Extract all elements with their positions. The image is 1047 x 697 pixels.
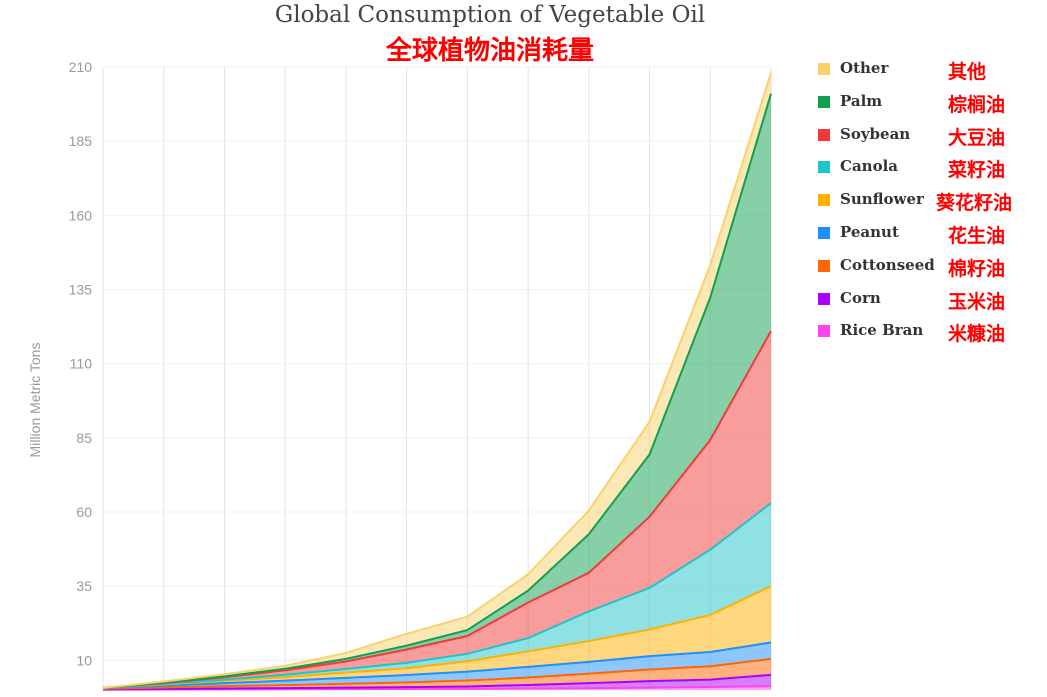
legend-label-chinese: 葵花籽油 bbox=[936, 192, 1013, 215]
area-soybean bbox=[103, 331, 771, 688]
legend-item-soybean: Soybean 大豆油 bbox=[818, 124, 1047, 149]
stacked-area-chart: 10 35 60 85 110 135 160 185 210 Million Metric T… bbox=[27, 59, 772, 691]
y-tick-label: 135 bbox=[69, 282, 93, 298]
legend-item-canola: Canola 菜籽油 bbox=[818, 156, 1047, 181]
y-axis-label: Million Metric Tons bbox=[27, 343, 43, 458]
legend-label: Other bbox=[840, 59, 889, 77]
legend-item-palm: Palm 棕榈油 bbox=[818, 91, 1047, 116]
legend-label-chinese: 棉籽油 bbox=[948, 257, 1006, 280]
legend-label: Rice Bran bbox=[840, 321, 924, 340]
line-canola bbox=[102, 502, 772, 689]
legend-label: Sunflower bbox=[840, 190, 924, 209]
legend-swatch bbox=[818, 227, 830, 239]
line-peanut bbox=[102, 641, 772, 690]
legend-swatch bbox=[818, 194, 830, 207]
legend-item-corn: Corn 玉米油 bbox=[818, 288, 1047, 313]
legend-item-cottonseed: Cottonseed 棉籽油 bbox=[818, 255, 1047, 280]
chart-title-chinese: 全球植物油消耗量 bbox=[385, 36, 594, 66]
series-lines bbox=[102, 72, 772, 691]
y-tick-label: 210 bbox=[69, 59, 93, 75]
legend-swatch bbox=[818, 128, 830, 141]
legend-label-chinese: 菜籽油 bbox=[948, 159, 1006, 182]
legend-swatch bbox=[818, 325, 830, 338]
legend-label: Soybean bbox=[840, 124, 911, 143]
y-tick-label: 10 bbox=[76, 652, 92, 668]
area-peanut bbox=[103, 642, 771, 689]
legend-swatch bbox=[818, 259, 830, 272]
legend-item-rice-bran: Rice Bran 米糠油 bbox=[818, 320, 1047, 345]
line-corn bbox=[102, 673, 772, 691]
legend-label: Corn bbox=[840, 288, 881, 307]
legend-swatch bbox=[818, 161, 830, 174]
area-sunflower bbox=[103, 586, 771, 689]
legend-swatch bbox=[818, 63, 830, 75]
legend-item-sunflower: Sunflower 葵花籽油 bbox=[818, 189, 1047, 214]
legend-swatch bbox=[818, 292, 830, 305]
y-tick-label: 185 bbox=[69, 133, 93, 149]
area-corn bbox=[103, 674, 771, 690]
legend-label: Palm bbox=[840, 91, 883, 110]
legend-label-chinese: 花生油 bbox=[948, 225, 1006, 247]
legend-item-peanut: Peanut 花生油 bbox=[818, 222, 1047, 247]
legend-label: Canola bbox=[840, 157, 898, 176]
legend-label: Cottonseed bbox=[840, 255, 935, 274]
legend-label: Peanut bbox=[840, 223, 899, 241]
legend-label-chinese: 米糠油 bbox=[948, 323, 1006, 346]
y-axis-ticks: 10 35 60 85 110 135 160 185 210 bbox=[69, 59, 93, 668]
line-other bbox=[102, 72, 772, 689]
area-layers bbox=[103, 72, 771, 690]
legend-label-chinese: 大豆油 bbox=[948, 126, 1006, 149]
legend-item-other: Other 其他 bbox=[818, 58, 1047, 83]
y-tick-label: 85 bbox=[76, 430, 92, 446]
line-cottonseed bbox=[102, 657, 772, 690]
line-palm bbox=[102, 93, 772, 689]
y-tick-label: 110 bbox=[70, 356, 93, 372]
y-tick-label: 35 bbox=[76, 578, 92, 594]
area-palm bbox=[103, 93, 771, 688]
chart-title: Global Consumption of Vegetable Oil bbox=[274, 2, 706, 28]
legend-label-chinese: 玉米油 bbox=[948, 290, 1006, 313]
legend-label-chinese: 棕榈油 bbox=[948, 93, 1006, 116]
line-sunflower bbox=[102, 585, 772, 689]
legend-label-chinese: 其他 bbox=[948, 61, 987, 83]
y-tick-label: 160 bbox=[69, 207, 93, 223]
area-canola bbox=[103, 503, 771, 688]
legend-swatch bbox=[818, 95, 830, 108]
y-tick-label: 60 bbox=[76, 504, 92, 520]
